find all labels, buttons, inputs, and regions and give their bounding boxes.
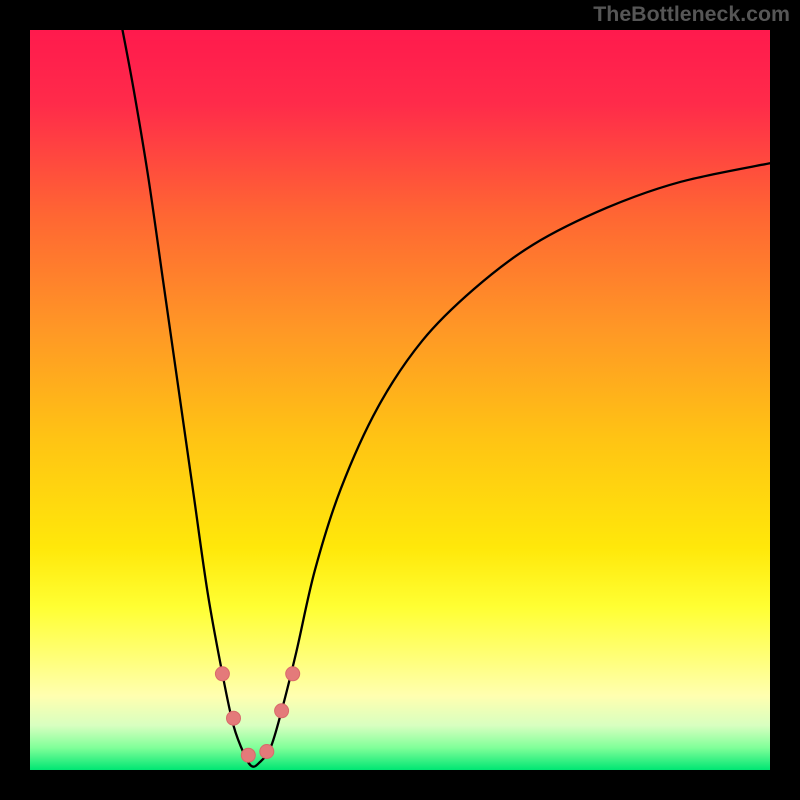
marker-point [215, 667, 229, 681]
plot-background [30, 30, 770, 770]
marker-point [275, 704, 289, 718]
chart-container: TheBottleneck.com [0, 0, 800, 800]
marker-point [227, 711, 241, 725]
bottleneck-chart [0, 0, 800, 800]
marker-point [260, 745, 274, 759]
marker-point [286, 667, 300, 681]
marker-point [241, 748, 255, 762]
